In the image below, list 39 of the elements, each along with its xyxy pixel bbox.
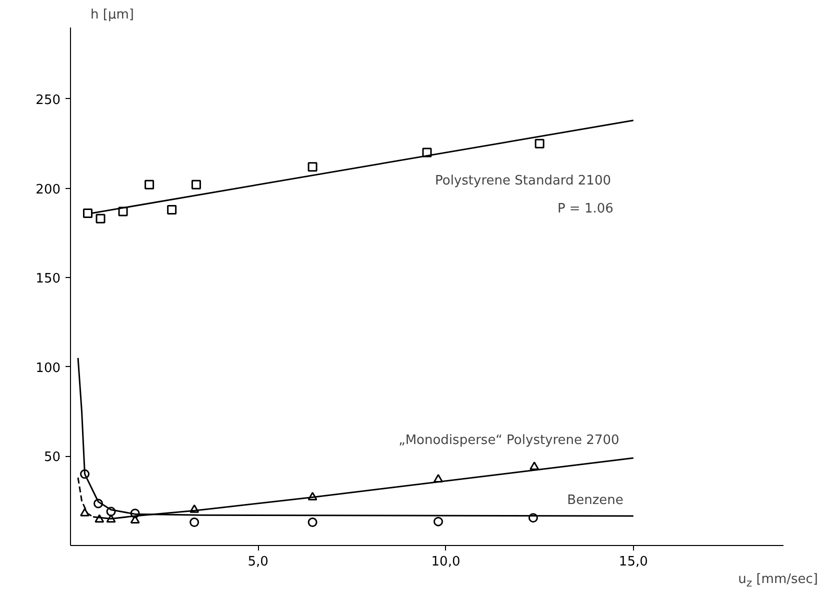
point — [96, 214, 106, 224]
point — [80, 508, 90, 516]
point — [530, 462, 540, 470]
point — [528, 513, 538, 523]
point — [94, 498, 104, 508]
point — [422, 148, 432, 158]
series-label: „Monodisperse“ Polystyrene 2700 — [398, 432, 620, 448]
point — [308, 518, 318, 528]
point — [83, 208, 93, 218]
point — [534, 138, 544, 148]
point — [80, 469, 90, 479]
y-tick-label: 50 — [44, 450, 61, 466]
x-tick-label: 10,0 — [431, 554, 460, 570]
y-tick-label: 200 — [36, 182, 61, 198]
point — [167, 204, 177, 214]
point — [191, 180, 201, 190]
point — [118, 206, 128, 216]
y-axis-title: h [µm] — [90, 8, 134, 22]
point — [130, 508, 140, 518]
x-tick-label: 5,0 — [248, 554, 268, 570]
point — [190, 518, 200, 528]
point — [190, 504, 200, 513]
series-label: Polystyrene Standard 2100 — [435, 173, 611, 188]
y-tick-label: 250 — [36, 92, 61, 108]
point — [434, 474, 444, 482]
point — [308, 492, 318, 500]
point — [94, 514, 104, 523]
point — [308, 162, 318, 172]
point — [130, 515, 140, 524]
point — [144, 180, 154, 190]
y-tick-label: 100 — [36, 360, 61, 376]
point — [106, 514, 116, 523]
x-tick-label: 15,0 — [618, 554, 648, 570]
point — [434, 516, 444, 526]
series-label: Benzene — [567, 493, 624, 508]
annotation: P = 1.06 — [557, 201, 614, 216]
x-axis-title: u$_{z}$ [mm/sec] — [738, 571, 818, 592]
y-tick-label: 150 — [36, 272, 61, 287]
point — [106, 506, 116, 516]
